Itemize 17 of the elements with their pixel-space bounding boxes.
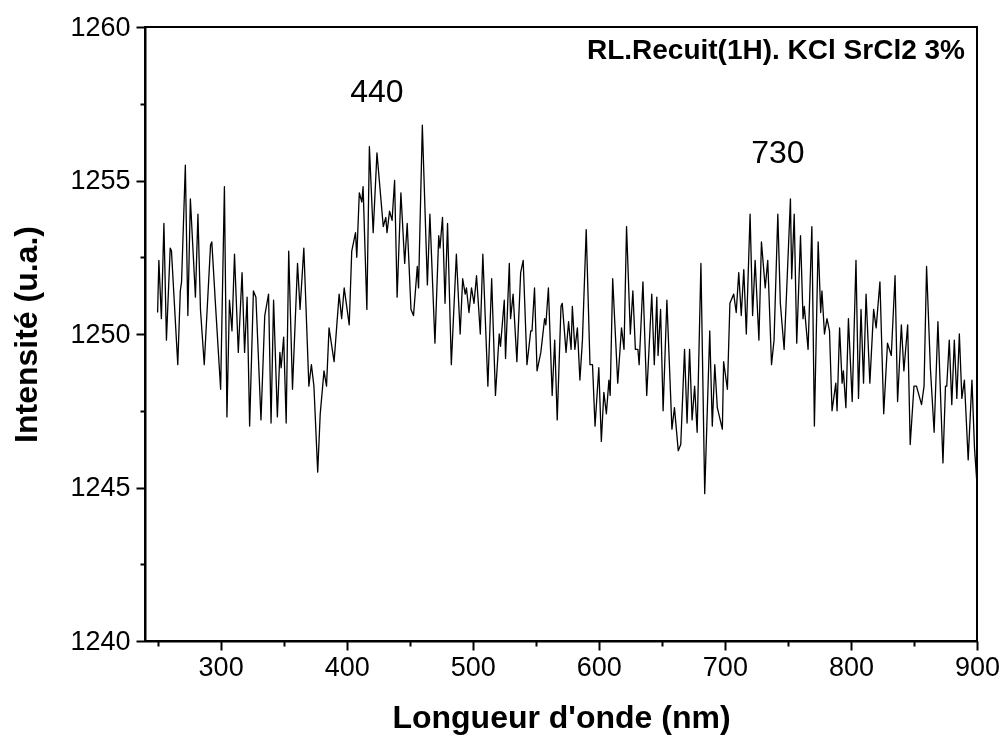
y-axis-title: Intensité (u.a.) <box>8 226 45 443</box>
y-tick-label: 1260 <box>70 11 131 42</box>
annotation: 730 <box>751 134 805 171</box>
x-tick-label: 700 <box>702 651 748 682</box>
x-tick-label: 900 <box>954 651 1001 682</box>
chart-title: RL.Recuit(1H). KCl SrCl2 3% <box>586 34 966 65</box>
x-tick-label: 400 <box>324 651 370 682</box>
x-tick-label: 800 <box>828 651 874 682</box>
x-tick-label: 300 <box>198 651 244 682</box>
x-tick-label: 500 <box>450 651 496 682</box>
x-axis-title: Longueur d'onde (nm) <box>392 698 731 735</box>
y-tick-label: 1255 <box>70 165 131 195</box>
annotation: 440 <box>350 72 404 109</box>
y-tick-label: 1250 <box>70 318 131 349</box>
y-tick-label: 1240 <box>70 625 131 656</box>
y-tick-label: 1245 <box>70 472 131 502</box>
x-tick-label: 600 <box>576 651 622 682</box>
